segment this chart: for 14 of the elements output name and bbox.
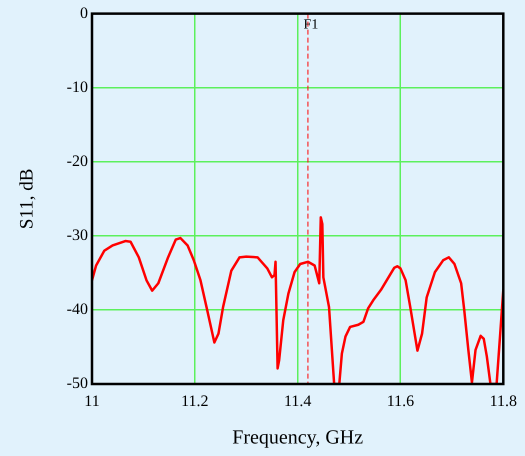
x-tick-label: 11.2 — [181, 392, 209, 410]
x-tick-label: 11.4 — [284, 392, 312, 410]
x-tick-label: 11 — [84, 392, 100, 410]
y-tick-label: -40 — [66, 301, 88, 318]
x-axis-title: Frequency, GHz — [232, 426, 364, 448]
x-tick-label: 11.8 — [490, 392, 517, 410]
y-tick-label: -50 — [66, 375, 88, 392]
y-tick-label: -30 — [66, 227, 88, 244]
y-tick-label: -20 — [66, 152, 88, 170]
y-axis-title: S11, dB — [16, 168, 38, 230]
ref-line-label: F1 — [304, 17, 318, 32]
y-tick-label: -10 — [66, 78, 88, 96]
y-tick-label: 0 — [80, 4, 88, 22]
x-tick-label: 11.6 — [386, 392, 414, 410]
